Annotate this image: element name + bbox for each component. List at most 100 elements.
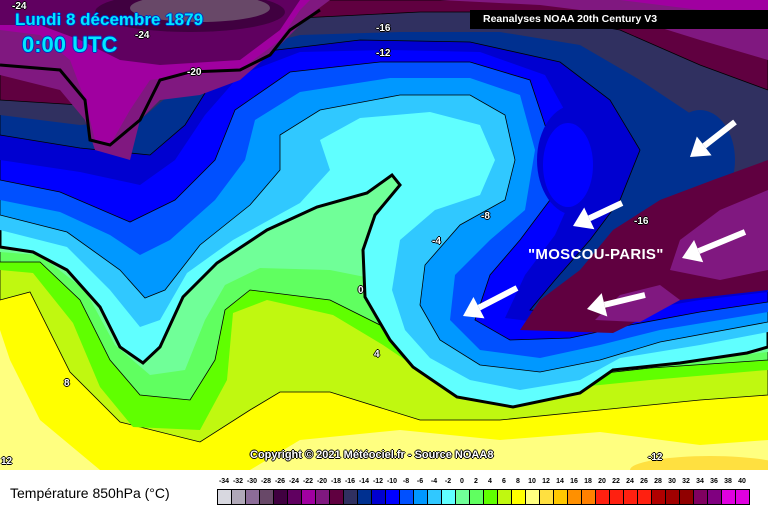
legend-swatch bbox=[470, 490, 484, 504]
legend-swatch bbox=[358, 490, 372, 504]
contour-label: 8 bbox=[64, 378, 70, 389]
legend-swatch bbox=[694, 490, 708, 504]
legend-tick-label: 2 bbox=[474, 478, 478, 485]
legend-swatch bbox=[288, 490, 302, 504]
contour-label: -12 bbox=[648, 452, 663, 463]
contour-label: -24 bbox=[12, 1, 27, 12]
legend-title: Température 850hPa (°C) bbox=[10, 485, 170, 501]
legend-swatch bbox=[624, 490, 638, 504]
legend-swatch bbox=[218, 490, 232, 504]
date-label: Lundi 8 décembre 1879 bbox=[15, 10, 204, 29]
legend-tick-label: 4 bbox=[488, 478, 492, 485]
legend-swatch bbox=[722, 490, 736, 504]
legend-tick-label: -14 bbox=[358, 478, 370, 485]
arrow-icon bbox=[587, 292, 646, 317]
copyright: Copyright © 2021 Météociel.fr - Source N… bbox=[250, 449, 494, 461]
contour-minus20 bbox=[0, 8, 321, 147]
legend-swatch bbox=[442, 490, 456, 504]
temperature-map: Lundi 8 décembre 1879 0:00 UTC Reanalyse… bbox=[0, 0, 768, 470]
legend-tick-label: 14 bbox=[556, 478, 564, 485]
legend-tick-label: 12 bbox=[542, 478, 550, 485]
legend-swatch bbox=[568, 490, 582, 504]
legend-tick-label: 38 bbox=[724, 478, 732, 485]
source-banner: Reanalyses NOAA 20th Century V3 bbox=[470, 10, 768, 29]
legend-swatch bbox=[554, 490, 568, 504]
legend-swatch bbox=[330, 490, 344, 504]
legend-tick-label: -18 bbox=[330, 478, 342, 485]
legend-tick-label: -12 bbox=[372, 478, 384, 485]
legend-tick-label: -28 bbox=[260, 478, 272, 485]
contour-label: -16 bbox=[376, 23, 391, 34]
scandinavia-core bbox=[543, 123, 593, 207]
legend-swatch bbox=[246, 490, 260, 504]
legend-tick-label: -22 bbox=[302, 478, 314, 485]
legend-swatch bbox=[260, 490, 274, 504]
legend-swatch bbox=[232, 490, 246, 504]
legend-tick-label: -30 bbox=[246, 478, 258, 485]
contour-label: 0 bbox=[358, 285, 364, 296]
arrow-icon bbox=[682, 229, 747, 263]
greenland-core bbox=[130, 0, 270, 22]
legend-tick-label: -2 bbox=[444, 478, 452, 485]
legend-swatch bbox=[498, 490, 512, 504]
legend-tick-label: 32 bbox=[682, 478, 690, 485]
contour-label: -16 bbox=[634, 216, 649, 227]
legend-swatch bbox=[736, 490, 749, 504]
legend-tick-label: 26 bbox=[640, 478, 648, 485]
arrows bbox=[463, 119, 747, 319]
legend-swatch bbox=[274, 490, 288, 504]
legend-tick-label: 18 bbox=[584, 478, 592, 485]
legend-tick-label: 24 bbox=[626, 478, 634, 485]
arrow-icon bbox=[463, 285, 519, 319]
legend-tick-label: 16 bbox=[570, 478, 578, 485]
contour-label: -4 bbox=[432, 236, 441, 247]
central-europe-core bbox=[595, 285, 680, 322]
legend-tick-label: -4 bbox=[430, 478, 438, 485]
legend-swatch bbox=[708, 490, 722, 504]
legend-tick-label: -20 bbox=[316, 478, 328, 485]
legend-swatch bbox=[666, 490, 680, 504]
temperature-field bbox=[0, 0, 768, 470]
legend-swatch bbox=[484, 490, 498, 504]
legend-tick-label: -10 bbox=[386, 478, 398, 485]
legend-tick-label: -16 bbox=[344, 478, 356, 485]
legend-tick-label: 30 bbox=[668, 478, 676, 485]
legend-swatch bbox=[652, 490, 666, 504]
contour-label: -8 bbox=[481, 211, 490, 222]
legend-swatch bbox=[582, 490, 596, 504]
legend-swatch bbox=[344, 490, 358, 504]
legend-tick-label: -34 bbox=[218, 478, 230, 485]
legend-swatch bbox=[428, 490, 442, 504]
arctic-band-2 bbox=[620, 0, 768, 30]
arrow-icon bbox=[573, 200, 624, 230]
contour-label: -12 bbox=[376, 48, 391, 59]
legend-swatch bbox=[316, 490, 330, 504]
legend-swatch bbox=[540, 490, 554, 504]
legend-swatch bbox=[596, 490, 610, 504]
legend-swatch bbox=[456, 490, 470, 504]
contour-label: -24 bbox=[135, 30, 150, 41]
moscou-paris-annotation: "MOSCOU-PARIS" bbox=[528, 246, 664, 263]
contour-label: -20 bbox=[187, 67, 202, 78]
legend-swatch bbox=[512, 490, 526, 504]
contour-label: 12 bbox=[1, 456, 13, 467]
legend-tick-label: -24 bbox=[288, 478, 300, 485]
legend-swatch bbox=[400, 490, 414, 504]
legend-tick-label: -32 bbox=[232, 478, 244, 485]
legend-swatch bbox=[414, 490, 428, 504]
legend-swatch bbox=[526, 490, 540, 504]
legend-tick-label: 34 bbox=[696, 478, 704, 485]
legend-tick-label: -26 bbox=[274, 478, 286, 485]
arrow-icon bbox=[690, 119, 737, 157]
legend-tick-label: 28 bbox=[654, 478, 662, 485]
legend-tick-label: 36 bbox=[710, 478, 718, 485]
legend-swatch bbox=[386, 490, 400, 504]
legend-tick-label: 6 bbox=[502, 478, 506, 485]
legend-swatch bbox=[372, 490, 386, 504]
legend-tick-label: -8 bbox=[402, 478, 410, 485]
legend-swatch bbox=[610, 490, 624, 504]
band-12-14 bbox=[630, 456, 768, 470]
legend-tick-label: 0 bbox=[460, 478, 464, 485]
legend: Température 850hPa (°C) -34 -32 -30 -28 -26-… bbox=[0, 470, 768, 512]
legend-tick-label: 40 bbox=[738, 478, 746, 485]
